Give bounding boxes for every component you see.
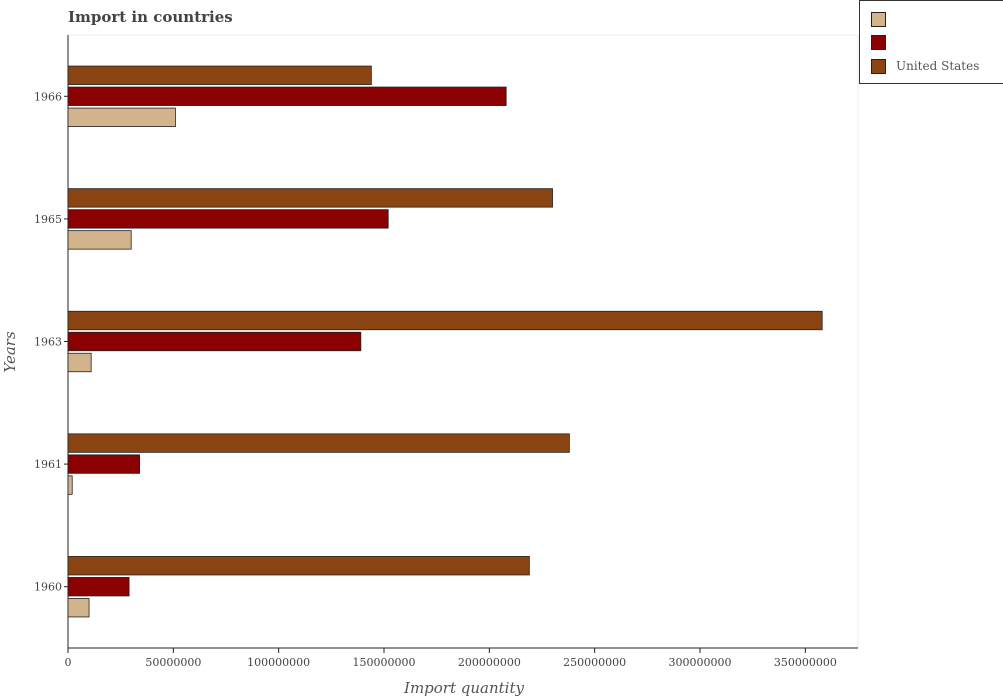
bar <box>67 577 130 597</box>
legend-label-series-3: United States <box>896 59 980 73</box>
legend-swatch-series-2 <box>871 34 886 50</box>
bar <box>67 86 507 106</box>
bar <box>67 433 570 453</box>
y-tick-label: 1966 <box>34 90 62 103</box>
bar <box>67 230 132 250</box>
x-axis-label: Import quantity <box>404 679 524 697</box>
bar <box>67 188 553 208</box>
x-tick-label: 150000000 <box>353 656 416 669</box>
legend-swatch-series-1 <box>871 11 886 27</box>
bar <box>67 107 176 127</box>
x-tick-label: 300000000 <box>669 656 732 669</box>
x-tick-label: 100000000 <box>247 656 310 669</box>
bar <box>67 65 372 85</box>
x-tick-label: 0 <box>65 656 72 669</box>
chart-legend: United States <box>859 0 1003 84</box>
x-tick-label: 350000000 <box>774 656 837 669</box>
bar <box>67 352 92 373</box>
legend-item-series-3: United States <box>871 57 979 75</box>
y-axis-label: Years <box>1 331 19 373</box>
legend-item-series-2 <box>871 33 896 51</box>
y-tick-label: 1965 <box>34 213 62 226</box>
bar <box>67 556 530 576</box>
x-tick-label: 50000000 <box>145 656 201 669</box>
x-tick-label: 200000000 <box>458 656 521 669</box>
bar <box>67 310 823 331</box>
bar <box>67 598 90 618</box>
bar <box>67 454 141 474</box>
legend-item-series-1 <box>871 10 896 28</box>
y-tick-label: 1961 <box>34 458 62 471</box>
y-tick-label: 1960 <box>34 581 62 594</box>
x-tick-label: 250000000 <box>563 656 626 669</box>
legend-swatch-series-3 <box>871 58 886 74</box>
bar <box>67 475 73 495</box>
bar <box>67 209 389 229</box>
chart-title: Import in countries <box>68 8 233 26</box>
bar <box>67 331 362 352</box>
y-tick-label: 1963 <box>34 336 62 349</box>
